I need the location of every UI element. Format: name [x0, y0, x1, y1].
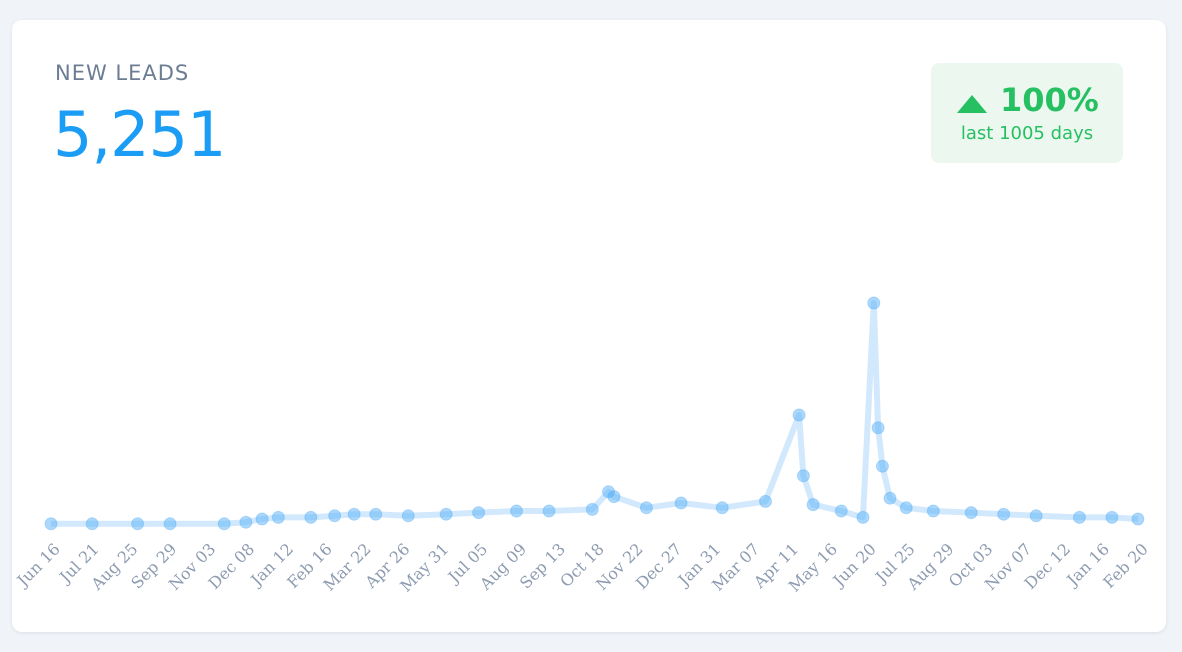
trend-up-icon	[957, 95, 987, 113]
data-point[interactable]	[899, 501, 913, 515]
data-point[interactable]	[255, 512, 269, 526]
data-point[interactable]	[607, 490, 621, 504]
data-point[interactable]	[271, 510, 285, 524]
data-point[interactable]	[131, 517, 145, 531]
x-tick-label: Jun 20	[828, 539, 880, 591]
data-point[interactable]	[875, 459, 889, 473]
data-point[interactable]	[674, 496, 688, 510]
data-point[interactable]	[867, 296, 881, 310]
data-point[interactable]	[328, 509, 342, 523]
data-point[interactable]	[217, 517, 231, 531]
data-point[interactable]	[510, 504, 524, 518]
data-point[interactable]	[401, 509, 415, 523]
leads-total: 5,251	[53, 98, 226, 171]
data-point[interactable]	[163, 517, 177, 531]
change-percent: 100%	[1000, 81, 1099, 119]
new-leads-card: NEW LEADS 5,251 100% last 1005 days Jun …	[12, 20, 1166, 632]
data-point[interactable]	[834, 504, 848, 518]
change-period: last 1005 days	[960, 123, 1094, 144]
data-point[interactable]	[239, 515, 253, 529]
data-point[interactable]	[585, 502, 599, 516]
data-point[interactable]	[964, 506, 978, 520]
data-point[interactable]	[369, 507, 383, 521]
data-point[interactable]	[796, 469, 810, 483]
data-point[interactable]	[1131, 512, 1145, 526]
x-tick-label: Jun 16	[12, 539, 64, 591]
data-point[interactable]	[639, 501, 653, 515]
data-point[interactable]	[472, 506, 486, 520]
data-point[interactable]	[997, 507, 1011, 521]
data-point[interactable]	[792, 408, 806, 422]
data-point[interactable]	[883, 491, 897, 505]
data-point[interactable]	[1105, 510, 1119, 524]
data-point[interactable]	[85, 517, 99, 531]
data-points	[44, 296, 1145, 531]
data-point[interactable]	[926, 504, 940, 518]
series-line	[51, 300, 1139, 527]
card-title: NEW LEADS	[55, 61, 190, 85]
data-point[interactable]	[304, 510, 318, 524]
change-badge: 100% last 1005 days	[931, 63, 1123, 163]
data-point[interactable]	[759, 494, 773, 508]
data-point[interactable]	[1072, 510, 1086, 524]
data-point[interactable]	[856, 510, 870, 524]
data-point[interactable]	[347, 507, 361, 521]
data-point[interactable]	[871, 421, 885, 435]
data-point[interactable]	[715, 501, 729, 515]
data-point[interactable]	[1029, 509, 1043, 523]
data-point[interactable]	[602, 485, 616, 499]
data-point[interactable]	[542, 504, 556, 518]
data-point[interactable]	[806, 498, 820, 512]
data-point[interactable]	[44, 517, 58, 531]
data-point[interactable]	[439, 507, 453, 521]
